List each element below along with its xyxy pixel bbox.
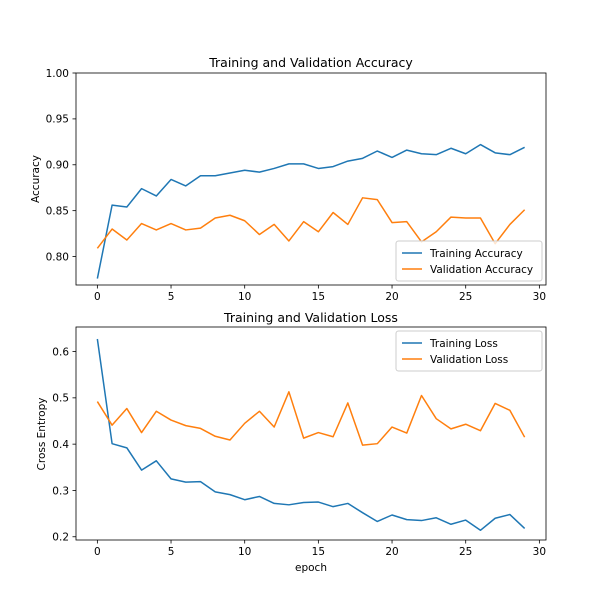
legend-label: Training Loss	[429, 338, 498, 350]
x-tick-label: 0	[94, 546, 101, 558]
x-tick-label: 30	[533, 291, 546, 303]
y-tick-label: 0.6	[52, 346, 69, 358]
chart-title: Training and Validation Accuracy	[208, 55, 413, 70]
legend-box	[395, 240, 543, 282]
x-tick-label: 20	[385, 546, 398, 558]
y-tick-label: 0.5	[52, 393, 69, 405]
loss-subplot: Training and Validation Loss Cross Entro…	[36, 310, 547, 574]
legend-box	[395, 330, 543, 372]
x-tick-label: 20	[385, 291, 398, 303]
x-tick-label: 15	[312, 291, 325, 303]
x-tick-label: 15	[312, 546, 325, 558]
legend-label: Validation Loss	[430, 354, 508, 366]
x-tick-label: 0	[94, 291, 101, 303]
series-line-validation	[96, 197, 526, 249]
y-tick-label: 0.85	[46, 205, 69, 217]
y-tick-label: 0.80	[46, 251, 69, 263]
plot-frame	[75, 326, 547, 541]
x-axis-label: epoch	[295, 562, 327, 574]
x-tick-label: 5	[168, 546, 175, 558]
chart-title: Training and Validation Loss	[223, 310, 398, 325]
y-tick-label: 1.00	[46, 68, 69, 80]
series-line-validation	[96, 391, 526, 446]
y-tick-label: 0.95	[46, 114, 69, 126]
x-tick-label: 5	[168, 291, 175, 303]
y-tick-label: 0.4	[52, 439, 69, 451]
x-tick-label: 25	[459, 546, 472, 558]
y-tick-label: 0.2	[52, 532, 69, 544]
x-tick-label: 10	[238, 291, 251, 303]
accuracy-subplot: Training and Validation Accuracy Accurac…	[30, 55, 547, 303]
plot-frame	[75, 72, 547, 286]
x-tick-label: 10	[238, 546, 251, 558]
series-line-training	[96, 338, 526, 532]
y-tick-label: 0.3	[52, 485, 69, 497]
y-axis-label: Accuracy	[30, 155, 42, 203]
y-axis-label: Cross Entropy	[36, 398, 48, 471]
x-tick-label: 30	[533, 546, 546, 558]
x-tick-label: 25	[459, 291, 472, 303]
y-tick-label: 0.90	[46, 160, 69, 172]
series-line-training	[96, 143, 525, 279]
legend-label: Training Accuracy	[429, 248, 523, 260]
legend-label: Validation Accuracy	[430, 264, 533, 276]
